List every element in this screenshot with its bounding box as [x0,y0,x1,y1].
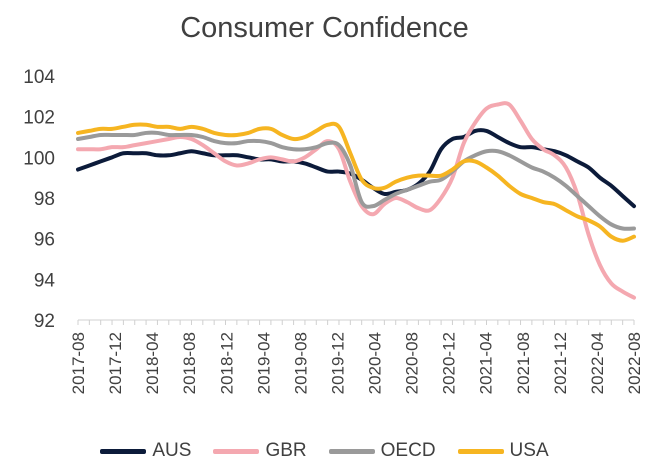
legend: AUS GBR OECD USA [0,440,649,462]
x-axis: 2017-08 2017-12 2018-04 2018-08 2018-12 2019-… [69,320,644,394]
y-tick-label: 98 [34,189,55,210]
legend-label: OECD [380,440,436,461]
x-tick-label: 2019-08 [291,332,310,394]
series-line-oecd [76,130,636,231]
y-axis: 92 94 96 98 100 102 104 [23,67,55,332]
legend-item-oecd: OECD [328,440,436,462]
legend-swatch [100,448,147,454]
y-tick-label: 92 [34,311,55,332]
x-tick-label: 2019-04 [254,332,273,394]
y-tick-label: 96 [34,230,55,251]
series-line-gbr [76,101,636,300]
x-tick-label: 2022-04 [588,332,607,394]
x-tick-label: 2019-12 [328,332,347,394]
y-tick-label: 104 [23,67,55,88]
legend-swatch [213,448,260,454]
legend-item-gbr: GBR [213,440,307,462]
y-tick-label: 102 [23,108,55,129]
x-tick-label: 2018-08 [180,332,199,394]
x-tick-label: 2018-04 [143,332,162,394]
x-tick-label: 2017-12 [106,332,125,394]
x-tick-label: 2021-08 [514,332,533,394]
x-tick-label: 2021-12 [551,332,570,394]
legend-label: AUS [152,440,192,461]
x-tick-label: 2020-04 [366,332,385,394]
y-tick-label: 100 [23,148,55,169]
legend-item-usa: USA [457,440,549,462]
series-line-usa [76,121,636,243]
chart-title: Consumer Confidence [180,12,469,44]
legend-label: USA [509,440,549,461]
x-tick-label: 2020-08 [403,332,422,394]
x-tick-label: 2021-04 [477,332,496,394]
x-tick-label: 2017-08 [69,332,88,394]
legend-swatch [328,448,375,454]
x-tick-label: 2020-12 [440,332,459,394]
legend-label: GBR [265,440,307,461]
x-tick-label: 2018-12 [217,332,236,394]
y-tick-label: 94 [34,270,56,291]
legend-item-aus: AUS [100,440,191,462]
x-tick-label: 2022-08 [625,332,644,394]
series-lines [76,101,636,300]
legend-swatch [457,448,504,454]
